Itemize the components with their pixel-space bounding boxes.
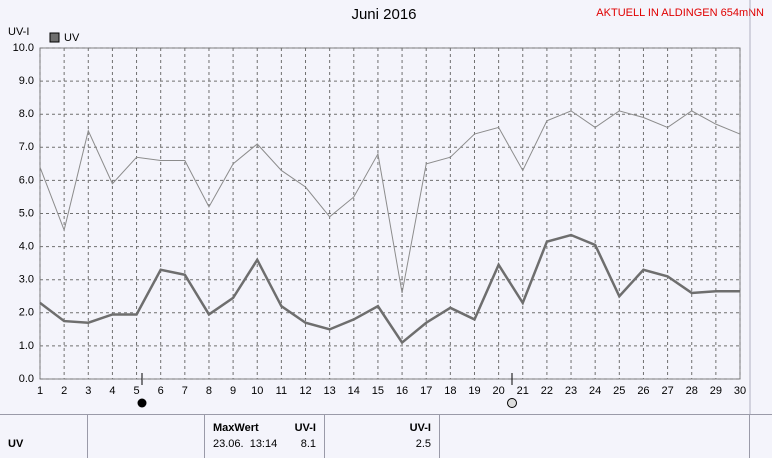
current-value: 2.5 (415, 438, 431, 450)
current-cell: UV-I 2.5 (325, 415, 440, 458)
x-tick-label: 17 (420, 385, 432, 397)
x-tick-label: 26 (637, 385, 649, 397)
y-tick-label: 5.0 (19, 207, 34, 219)
x-tick-label: 27 (661, 385, 673, 397)
chart: Juni 2016 AKTUELL IN ALDINGEN 654mNN UV-… (8, 0, 764, 415)
x-tick-label: 8 (206, 385, 212, 397)
y-axis-label: UV-I (8, 26, 29, 38)
empty-cell (88, 415, 205, 458)
x-tick-label: 15 (372, 385, 384, 397)
x-tick-label: 11 (276, 385, 287, 397)
x-tick-label: 1 (37, 385, 43, 397)
max-header: MaxWert (213, 422, 259, 434)
x-tick-label: 14 (348, 385, 360, 397)
max-value: 8.1 (300, 438, 316, 450)
y-tick-label: 1.0 (19, 340, 34, 352)
x-tick-label: 9 (230, 385, 236, 397)
row-label: UV (8, 438, 24, 450)
full-moon-icon (507, 398, 517, 408)
new-moon-icon (137, 398, 147, 408)
y-tick-label: 4.0 (19, 241, 34, 253)
x-tick-label: 29 (710, 385, 722, 397)
legend-label: UV (64, 32, 80, 44)
legend-swatch (49, 32, 60, 43)
chart-title: Juni 2016 (351, 6, 416, 23)
x-tick-label: 25 (613, 385, 625, 397)
y-tick-label: 2.0 (19, 307, 34, 319)
series-line (39, 110, 741, 294)
x-tick-label: 6 (158, 385, 164, 397)
x-tick-label: 21 (517, 385, 529, 397)
y-tick-label: 7.0 (19, 141, 34, 153)
current-unit: UV-I (409, 422, 431, 434)
x-tick-label: 12 (299, 385, 311, 397)
x-tick-label: 18 (444, 385, 456, 397)
x-tick-label: 4 (109, 385, 115, 397)
y-tick-label: 3.0 (19, 274, 34, 286)
x-tick-label: 22 (541, 385, 553, 397)
x-tick-label: 28 (686, 385, 698, 397)
x-tick-label: 23 (565, 385, 577, 397)
x-tick-label: 24 (589, 385, 601, 397)
max-unit: UV-I (294, 422, 316, 434)
x-tick-label: 30 (734, 385, 746, 397)
x-tick-label: 16 (396, 385, 408, 397)
max-time: 23.06. 13:14 (213, 438, 278, 450)
x-tick-label: 5 (133, 385, 139, 397)
x-tick-label: 3 (85, 385, 91, 397)
y-tick-label: 8.0 (19, 108, 34, 120)
x-tick-label: 2 (61, 385, 67, 397)
series-line (39, 233, 740, 345)
y-tick-label: 0.0 (19, 373, 34, 385)
x-tick-label: 13 (324, 385, 336, 397)
table-border (0, 414, 772, 415)
x-tick-label: 10 (251, 385, 263, 397)
row-label-cell: UV (0, 415, 88, 458)
empty-cell (440, 415, 750, 458)
x-tick-label: 19 (468, 385, 480, 397)
station-label: AKTUELL IN ALDINGEN 654mNN (596, 7, 764, 19)
y-tick-label: 6.0 (19, 174, 34, 186)
y-tick-label: 10.0 (13, 42, 34, 54)
x-tick-label: 20 (492, 385, 504, 397)
y-tick-label: 9.0 (19, 75, 34, 87)
max-cell: MaxWert UV-I 23.06. 13:14 8.1 (205, 415, 325, 458)
x-tick-label: 7 (182, 385, 188, 397)
